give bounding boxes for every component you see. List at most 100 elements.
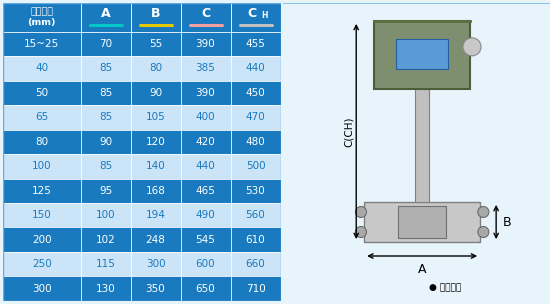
Text: 440: 440 bbox=[196, 161, 216, 171]
Text: 500: 500 bbox=[246, 161, 265, 171]
Bar bbox=[230, 32, 280, 56]
Bar bbox=[80, 3, 130, 32]
Text: 194: 194 bbox=[146, 210, 166, 220]
Bar bbox=[230, 276, 280, 301]
Bar bbox=[130, 81, 180, 105]
Bar bbox=[230, 3, 280, 32]
Text: C(CH): C(CH) bbox=[344, 116, 354, 147]
Text: 50: 50 bbox=[35, 88, 48, 98]
Text: A: A bbox=[418, 263, 426, 276]
Bar bbox=[180, 105, 230, 130]
Text: 40: 40 bbox=[35, 63, 48, 73]
Bar bbox=[180, 3, 230, 32]
Text: 200: 200 bbox=[32, 235, 52, 245]
Bar bbox=[180, 178, 230, 203]
Bar bbox=[130, 56, 180, 81]
Text: 168: 168 bbox=[146, 186, 166, 196]
Text: H: H bbox=[261, 11, 268, 20]
Text: B: B bbox=[503, 216, 512, 229]
Bar bbox=[180, 81, 230, 105]
Bar bbox=[130, 154, 180, 178]
Text: 480: 480 bbox=[246, 137, 266, 147]
Text: 55: 55 bbox=[149, 39, 162, 49]
Bar bbox=[3, 3, 80, 32]
Text: 85: 85 bbox=[99, 88, 112, 98]
Text: 610: 610 bbox=[246, 235, 266, 245]
Text: 80: 80 bbox=[35, 137, 48, 147]
Text: 90: 90 bbox=[149, 88, 162, 98]
Text: 102: 102 bbox=[96, 235, 115, 245]
Text: 85: 85 bbox=[99, 161, 112, 171]
Bar bbox=[130, 252, 180, 276]
Bar bbox=[230, 154, 280, 178]
Text: 130: 130 bbox=[96, 284, 115, 294]
Bar bbox=[80, 227, 130, 252]
Text: ● 常规仪表: ● 常规仪表 bbox=[429, 283, 461, 292]
Bar bbox=[80, 81, 130, 105]
Bar bbox=[396, 39, 448, 69]
Bar bbox=[3, 227, 80, 252]
Bar bbox=[180, 252, 230, 276]
Text: 70: 70 bbox=[99, 39, 112, 49]
Bar bbox=[230, 178, 280, 203]
Text: 710: 710 bbox=[246, 284, 266, 294]
Text: 95: 95 bbox=[99, 186, 112, 196]
Bar bbox=[415, 89, 429, 202]
Text: 90: 90 bbox=[99, 137, 112, 147]
Text: 530: 530 bbox=[246, 186, 266, 196]
Text: 150: 150 bbox=[32, 210, 52, 220]
Text: 80: 80 bbox=[149, 63, 162, 73]
Bar bbox=[80, 56, 130, 81]
Bar bbox=[180, 276, 230, 301]
Bar bbox=[230, 227, 280, 252]
Text: C: C bbox=[201, 7, 210, 20]
Bar bbox=[3, 105, 80, 130]
Bar bbox=[180, 32, 230, 56]
Text: 420: 420 bbox=[196, 137, 216, 147]
Bar bbox=[180, 130, 230, 154]
Bar bbox=[3, 276, 80, 301]
Text: 120: 120 bbox=[146, 137, 166, 147]
Bar bbox=[130, 105, 180, 130]
Bar bbox=[230, 130, 280, 154]
Text: 115: 115 bbox=[96, 259, 115, 269]
Text: 490: 490 bbox=[196, 210, 216, 220]
Bar bbox=[180, 203, 230, 227]
Bar bbox=[80, 252, 130, 276]
Bar bbox=[3, 203, 80, 227]
Bar bbox=[398, 206, 446, 238]
Text: 300: 300 bbox=[32, 284, 52, 294]
Text: 140: 140 bbox=[146, 161, 166, 171]
Bar bbox=[180, 227, 230, 252]
Text: 400: 400 bbox=[196, 112, 215, 122]
Text: 15~25: 15~25 bbox=[24, 39, 59, 49]
Text: 105: 105 bbox=[146, 112, 166, 122]
Text: 250: 250 bbox=[32, 259, 52, 269]
Bar bbox=[80, 154, 130, 178]
Text: 600: 600 bbox=[196, 259, 215, 269]
Circle shape bbox=[355, 206, 366, 217]
Text: 465: 465 bbox=[196, 186, 216, 196]
Bar bbox=[130, 3, 180, 32]
Bar bbox=[230, 56, 280, 81]
Text: 100: 100 bbox=[32, 161, 52, 171]
Text: 仪表口径
(mm): 仪表口径 (mm) bbox=[28, 8, 56, 27]
Bar bbox=[230, 81, 280, 105]
Circle shape bbox=[355, 226, 366, 237]
Bar bbox=[130, 32, 180, 56]
Text: 385: 385 bbox=[196, 63, 216, 73]
Bar bbox=[230, 252, 280, 276]
Bar bbox=[3, 32, 80, 56]
Circle shape bbox=[463, 38, 481, 56]
Bar bbox=[80, 276, 130, 301]
Text: 470: 470 bbox=[246, 112, 266, 122]
Text: 440: 440 bbox=[246, 63, 266, 73]
Text: 650: 650 bbox=[196, 284, 216, 294]
Bar bbox=[80, 178, 130, 203]
Circle shape bbox=[478, 206, 489, 217]
Bar bbox=[80, 32, 130, 56]
Bar bbox=[230, 105, 280, 130]
Text: C: C bbox=[247, 7, 256, 20]
Text: 560: 560 bbox=[246, 210, 266, 220]
Text: 85: 85 bbox=[99, 112, 112, 122]
